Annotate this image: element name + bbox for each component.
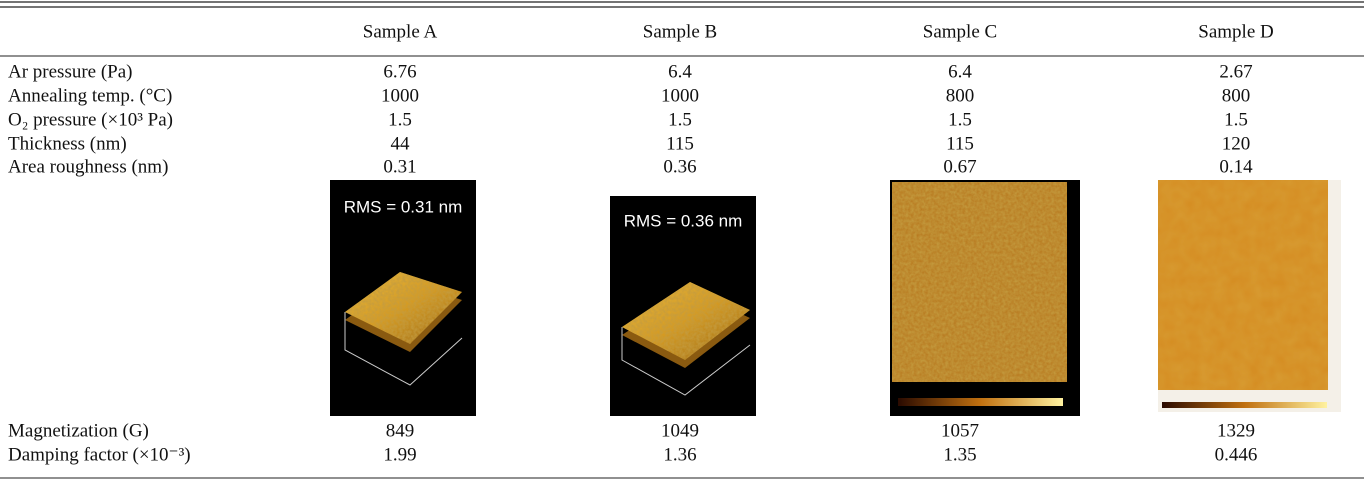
cell: 0.36 [663,156,696,177]
cell: 1.5 [948,109,972,130]
row-label: Area roughness (nm) [8,156,168,177]
column-header: Sample B [643,21,717,42]
cell: 1.36 [663,444,696,465]
cell: 1.5 [388,109,412,130]
cell: 1.5 [1224,109,1248,130]
cell: 849 [386,420,415,441]
cell: 0.67 [943,156,976,177]
cell: 0.446 [1215,444,1258,465]
row-label: Thickness (nm) [8,133,127,154]
row-label: Ar pressure (Pa) [8,61,133,82]
cell: 1000 [661,85,699,106]
cell: 1.35 [943,444,976,465]
column-header: Sample C [923,21,997,42]
cell: 115 [946,133,974,154]
cell: 0.14 [1219,156,1253,177]
cell: 1.5 [668,109,692,130]
column-header: Sample D [1198,21,1273,42]
cell: 1329 [1217,420,1255,441]
afm-image [890,180,1080,416]
cell: 1049 [661,420,699,441]
table-page: Sample A Sample B Sample C Sample D Ar press… [0,0,1364,492]
cell: 115 [666,133,694,154]
cell: 6.4 [948,61,972,82]
cell: 800 [1222,85,1251,106]
row-label: Magnetization (G) [8,420,149,441]
column-header: Sample A [363,21,438,42]
cell: 120 [1222,133,1251,154]
afm-caption: RMS = 0.31 nm [344,197,463,216]
cell: 800 [946,85,975,106]
afm-caption: RMS = 0.36 nm [624,211,743,230]
row-label: Damping factor (×10⁻³) [8,444,191,465]
cell: 2.67 [1219,61,1252,82]
row-label: O₂ pressure (×10³ Pa) [8,109,173,130]
cell: 6.4 [668,61,692,82]
cell: 6.76 [383,61,416,82]
cell: 1.99 [383,444,416,465]
cell: 44 [391,133,411,154]
cell: 1057 [941,420,979,441]
cell: 0.31 [383,156,416,177]
cell: 1000 [381,85,419,106]
row-label: Annealing temp. (°C) [8,85,172,106]
afm-image [1158,180,1341,412]
